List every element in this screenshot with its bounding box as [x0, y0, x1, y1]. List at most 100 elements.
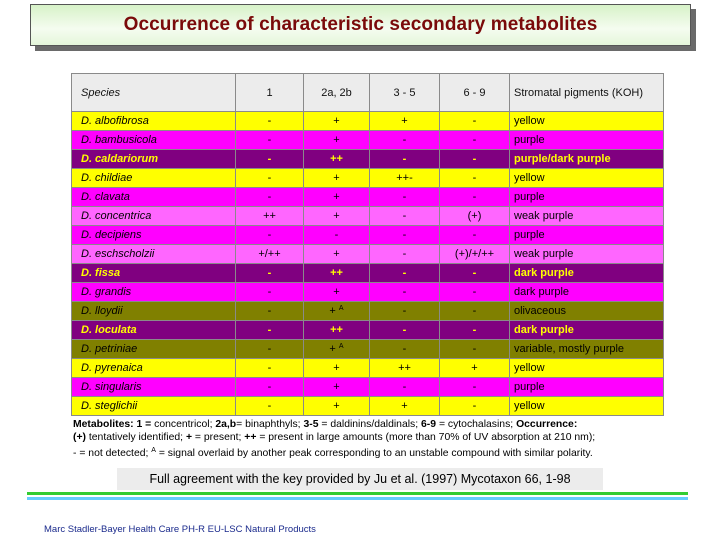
cell-1-text: -: [267, 191, 272, 203]
cell-3-5: -: [369, 282, 440, 302]
cell-3-5-text: -: [402, 229, 407, 241]
cell-1: -: [235, 358, 304, 378]
cell-6-9-text: (+): [467, 210, 482, 222]
cell-2a-2b-text: ++: [330, 324, 343, 336]
table-row: D. caldariorum - ++ - - purple/dark purple: [71, 149, 664, 169]
footer-text: Marc Stadler-Bayer Health Care PH-R EU-L…: [44, 524, 316, 535]
cell-species-text: D. clavata: [81, 191, 130, 203]
cell-3-5: -: [369, 320, 440, 340]
cell-pigment: purple: [509, 225, 664, 245]
cell-3-5-text: -: [402, 210, 407, 222]
legend-line-2: (+) tentatively identified; + = present;…: [73, 431, 693, 444]
cell-species-text: D. concentrica: [81, 210, 152, 222]
cell-6-9: (+)/+/++: [439, 244, 510, 264]
cell-2a-2b: ++: [303, 263, 370, 283]
cell-2a-2b: +: [303, 358, 370, 378]
table-row: D. singularis - + - - purple: [71, 377, 664, 397]
cell-6-9-text: -: [472, 115, 477, 127]
cell-3-5-text: +: [401, 115, 408, 127]
table-row: D. petriniae - + A - - variable, mostly purpl…: [71, 339, 664, 359]
cell-pigment-text: purple: [514, 229, 545, 241]
cell-2a-2b-text: +: [329, 343, 336, 355]
cell-1: -: [235, 168, 304, 188]
cell-species-text: D. caldariorum: [81, 153, 159, 165]
cell-2a-2b-text: +: [333, 381, 340, 393]
cell-3-5: -: [369, 206, 440, 226]
cell-species: D. loculata: [71, 320, 236, 340]
cell-2a-2b: ++: [303, 320, 370, 340]
cell-pigment: purple: [509, 187, 664, 207]
cell-species: D. lloydii: [71, 301, 236, 321]
cell-species: D. bambusicola: [71, 130, 236, 150]
cell-6-9: -: [439, 263, 510, 283]
legend-segment: tentatively identified;: [86, 432, 186, 443]
cell-pigment-text: purple: [514, 191, 545, 203]
green-divider: [27, 492, 688, 495]
cell-2a-2b: ++: [303, 149, 370, 169]
cell-6-9: -: [439, 282, 510, 302]
table-row: D. decipiens - - - - purple: [71, 225, 664, 245]
legend-segment: Occurrence:: [516, 419, 578, 430]
cell-3-5-text: -: [402, 191, 407, 203]
cell-2a-2b-text: +: [333, 172, 340, 184]
cell-2a-2b-text: ++: [330, 267, 343, 279]
cell-1-text: -: [267, 343, 272, 355]
cell-superscript: A: [338, 343, 344, 350]
cell-6-9: +: [439, 358, 510, 378]
cell-3-5: -: [369, 377, 440, 397]
cell-species: D. decipiens: [71, 225, 236, 245]
cell-3-5-text: ++-: [396, 172, 413, 184]
cell-3-5-text: -: [402, 305, 407, 317]
cell-species-text: D. bambusicola: [81, 134, 157, 146]
cell-species-text: D. eschscholzii: [81, 248, 155, 260]
legend-line-1: Metabolites: 1 = concentricol; 2a,b= bin…: [73, 418, 693, 431]
cell-1: -: [235, 130, 304, 150]
cell-1-text: -: [267, 153, 272, 165]
cell-species: D. concentrica: [71, 206, 236, 226]
cell-species: D. albofibrosa: [71, 111, 236, 131]
cell-pigment: purple: [509, 377, 664, 397]
cell-3-5: -: [369, 244, 440, 264]
cell-1-text: -: [267, 172, 272, 184]
legend-segment: 3-5: [303, 419, 319, 430]
cell-1-text: -: [267, 267, 272, 279]
table-row: D. bambusicola - + - - purple: [71, 130, 664, 150]
header-pigments: Stromatal pigments (KOH): [509, 73, 664, 112]
cell-species: D. childiae: [71, 168, 236, 188]
cell-2a-2b: +: [303, 130, 370, 150]
table-row: D. lloydii - + A - - olivaceous: [71, 301, 664, 321]
legend-line-3-post: = signal overlaid by another peak corres…: [155, 448, 593, 459]
cell-species-text: D. lloydii: [81, 305, 123, 317]
cell-1-text: -: [267, 305, 272, 317]
metabolite-table: Species 1 2a, 2b 3 - 5 6 - 9 Stromatal p…: [71, 73, 664, 416]
table-row: D. eschscholzii +/++ + - (+)/+/++ weak purple: [71, 244, 664, 264]
cell-species: D. petriniae: [71, 339, 236, 359]
cell-3-5-text: -: [402, 286, 407, 298]
table-row: D. grandis - + - - dark purple: [71, 282, 664, 302]
cell-species-text: D. decipiens: [81, 229, 142, 241]
cell-6-9: -: [439, 301, 510, 321]
cell-2a-2b-text: +: [333, 248, 340, 260]
cell-1: -: [235, 396, 304, 416]
legend-segment: concentricol;: [154, 419, 216, 430]
cell-pigment-text: dark purple: [514, 286, 570, 298]
cell-2a-2b-text: +: [333, 400, 340, 412]
cell-6-9: -: [439, 130, 510, 150]
cyan-divider: [27, 497, 688, 500]
cell-1: -: [235, 339, 304, 359]
cell-1-text: -: [267, 381, 272, 393]
legend-segment: = present in large amounts (more than 70…: [256, 432, 596, 443]
cell-pigment-text: variable, mostly purple: [514, 343, 625, 355]
legend-segment: = present;: [192, 432, 245, 443]
cell-2a-2b: + A: [303, 301, 370, 321]
cell-pigment-text: purple: [514, 134, 545, 146]
cell-6-9-text: -: [472, 286, 477, 298]
cell-6-9-text: -: [472, 400, 477, 412]
cell-2a-2b: -: [303, 225, 370, 245]
cell-6-9-text: -: [472, 191, 477, 203]
cell-species-text: D. petriniae: [81, 343, 138, 355]
table-body: D. albofibrosa - + + - yellow D. bambusicola - +…: [71, 111, 664, 416]
cell-pigment: yellow: [509, 168, 664, 188]
cell-6-9-text: (+)/+/++: [454, 248, 495, 260]
header-species: Species: [71, 73, 236, 112]
